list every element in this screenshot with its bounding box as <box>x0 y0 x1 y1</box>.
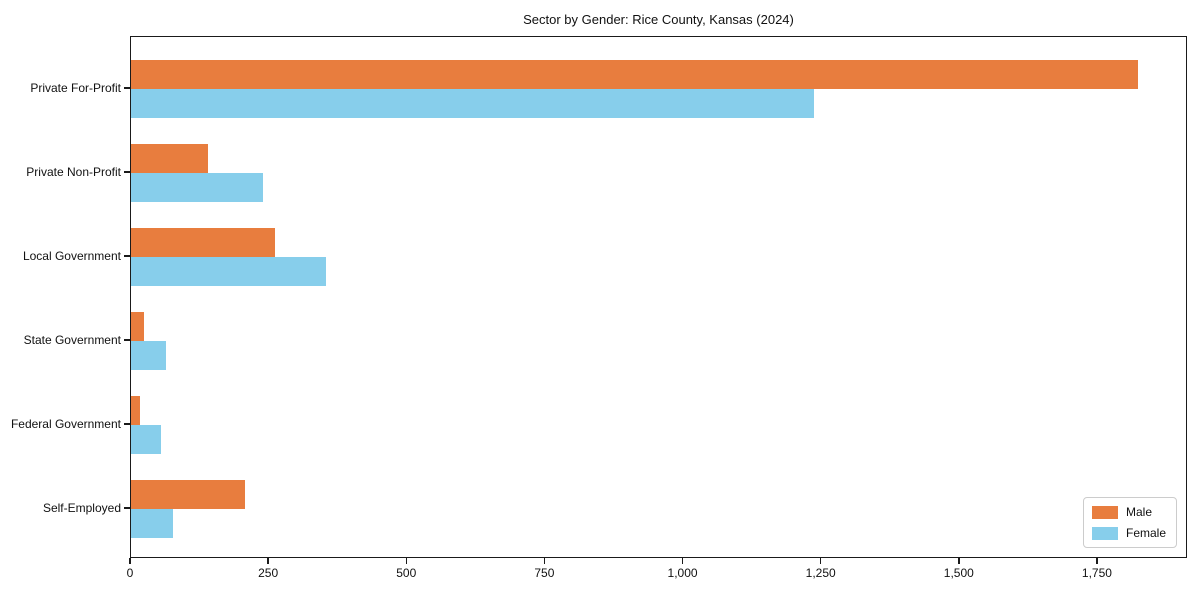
bar-female-self-employed <box>131 509 173 538</box>
bar-male-private-for-profit <box>131 60 1138 89</box>
y-tick-local-government <box>124 255 130 257</box>
x-tick-label-1500: 1,500 <box>943 566 974 580</box>
x-tick-1750 <box>1096 558 1098 564</box>
y-tick-label-private-for-profit: Private For-Profit <box>30 81 121 95</box>
x-tick-0 <box>129 558 131 564</box>
bar-female-state-government <box>131 341 166 370</box>
x-tick-label-0: 0 <box>126 566 134 580</box>
bar-female-private-non-profit <box>131 173 264 202</box>
legend-swatch-female <box>1091 526 1118 540</box>
y-tick-federal-government <box>124 423 130 425</box>
chart-title: Sector by Gender: Rice County, Kansas (2… <box>523 12 794 27</box>
legend-label-male: Male <box>1125 505 1152 519</box>
bar-female-private-for-profit <box>131 89 815 118</box>
x-tick-label-1750: 1,750 <box>1081 566 1112 580</box>
y-tick-label-local-government: Local Government <box>22 249 121 263</box>
bar-male-state-government <box>131 312 144 341</box>
y-tick-private-non-profit <box>124 171 130 173</box>
legend-swatch-male <box>1091 505 1118 519</box>
y-tick-label-private-non-profit: Private Non-Profit <box>26 165 121 179</box>
x-tick-1250 <box>819 558 822 564</box>
bar-male-private-non-profit <box>131 144 209 173</box>
x-tick-label-750: 750 <box>534 566 555 580</box>
x-tick-1500 <box>958 558 960 564</box>
y-tick-label-state-government: State Government <box>23 333 121 347</box>
x-tick-label-500: 500 <box>396 566 417 580</box>
bar-female-local-government <box>131 257 327 286</box>
x-tick-500 <box>405 558 408 564</box>
bar-male-federal-government <box>131 396 140 425</box>
y-tick-state-government <box>124 339 130 341</box>
x-tick-label-1250: 1,250 <box>805 566 836 580</box>
bar-female-federal-government <box>131 425 161 454</box>
legend-label-female: Female <box>1125 526 1166 540</box>
legend: Male Female <box>1082 497 1177 548</box>
x-tick-label-1000: 1,000 <box>667 566 698 580</box>
x-tick-250 <box>267 558 269 564</box>
x-tick-750 <box>543 558 546 564</box>
y-tick-label-federal-government: Federal Government <box>10 417 121 431</box>
x-tick-label-250: 250 <box>258 566 279 580</box>
legend-entry-female: Female <box>1091 526 1166 540</box>
y-tick-label-self-employed: Self-Employed <box>42 501 121 515</box>
bar-male-local-government <box>131 228 276 257</box>
x-tick-1000 <box>681 558 684 564</box>
legend-entry-male: Male <box>1091 505 1166 519</box>
bar-male-self-employed <box>131 480 245 509</box>
y-tick-self-employed <box>124 507 130 509</box>
y-tick-private-for-profit <box>124 87 130 89</box>
plot-area: Male Female <box>130 36 1187 558</box>
